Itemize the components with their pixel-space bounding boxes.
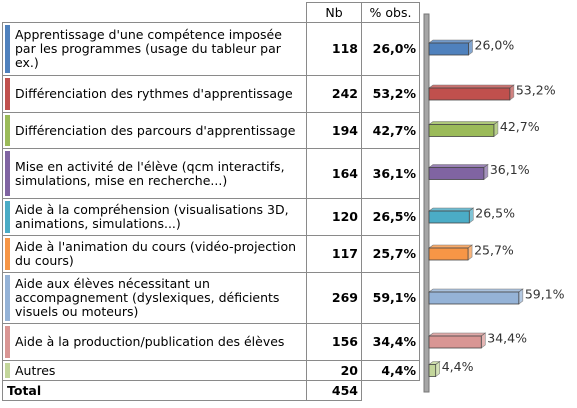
bar-top [428,244,473,249]
row-label: Apprentissage d'une compétence imposée p… [2,22,307,76]
bar-label: 53,2% [516,83,556,98]
bar-top [428,164,489,168]
bar-top [428,84,515,89]
row-color [5,326,10,358]
bar-side [467,244,473,261]
total-count: 454 [306,380,362,401]
bar-top [428,332,487,337]
row-color [5,201,10,233]
bar-top [428,288,524,293]
row-color [5,115,10,146]
row-color [5,78,10,110]
row-color [5,275,10,321]
bar [428,42,469,56]
bar-top [428,121,499,125]
bar-label: 26,0% [475,38,515,53]
percent: 4,4% [361,360,420,381]
bar-side [435,360,440,378]
bar-side [483,163,489,181]
bar-label: 59,1% [525,287,565,302]
bar-top [428,207,475,212]
bar [428,247,469,261]
row-color [5,25,10,73]
bar [428,364,437,377]
row-color [5,151,10,196]
bar-label: 26,5% [475,206,515,221]
bar [428,210,470,224]
bar-label: 34,4% [487,331,527,346]
bar-side [468,207,474,224]
row-color [5,363,10,378]
bar-label: 42,7% [500,119,540,134]
bar-side [480,332,486,349]
bar [428,335,482,349]
bar-side [493,120,499,138]
axis [423,13,430,393]
bar [428,87,511,101]
bar-label: 4,4% [442,359,474,374]
bar-side [468,39,473,56]
bar [428,291,520,305]
bar-top [428,39,474,44]
bar-label: 36,1% [490,162,530,177]
bar-side [509,84,515,101]
bar-side [518,288,524,305]
bar [428,167,485,180]
row-color [5,238,10,270]
bar [428,124,495,137]
bar-label: 25,7% [474,243,514,258]
